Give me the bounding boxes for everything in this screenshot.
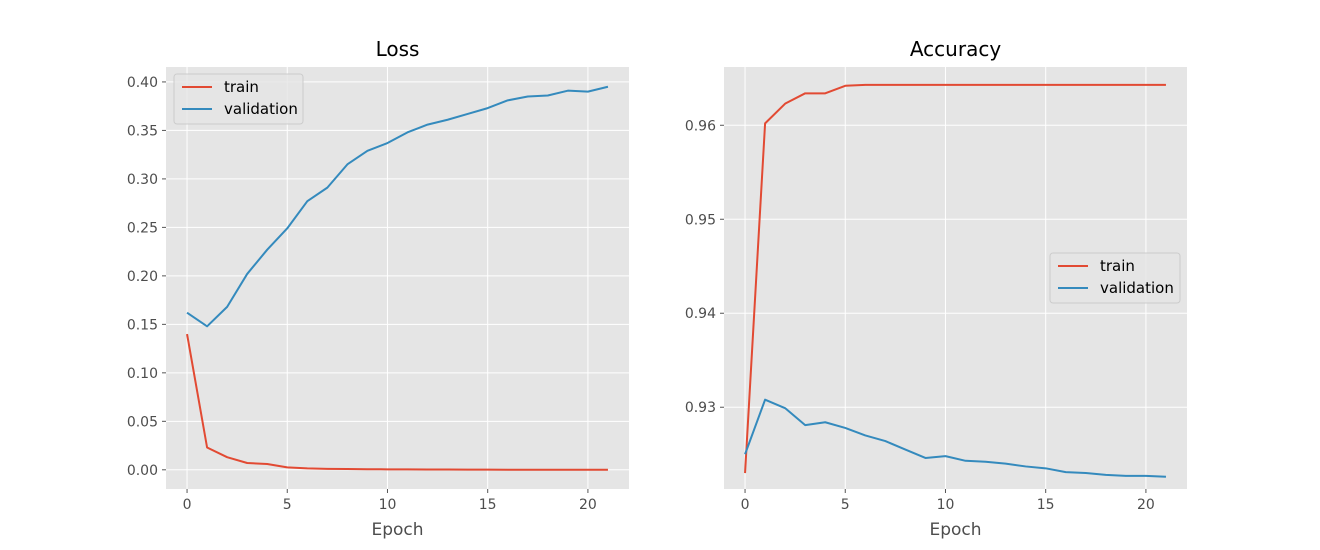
legend-label-validation: validation (224, 100, 298, 118)
y-tick-label: 0.10 (127, 366, 158, 382)
y-tick-label: 0.40 (127, 75, 158, 91)
series-line-validation (186, 85, 609, 328)
x-axis-label: Epoch (371, 520, 423, 540)
x-tick-label: 15 (1037, 497, 1055, 513)
loss-chart: 0 5 10 15 20 0.00 0.05 0.10 0.15 0.20 0.25 0.30 0.35… (127, 37, 629, 540)
x-tick-label: 5 (283, 497, 292, 513)
legend-label-train: train (1100, 257, 1135, 275)
y-tick-label: 0.35 (127, 123, 158, 139)
series-line-train (744, 83, 1166, 474)
chart-title: Accuracy (910, 37, 1001, 61)
chart-title: Loss (376, 37, 420, 61)
series-line-train (186, 333, 608, 471)
y-tick-label: 0.05 (127, 414, 158, 430)
accuracy-chart: 0 5 10 15 20 0.93 0.94 0.95 0.96 Accuracy Epoch tra… (685, 37, 1187, 540)
x-axis-label: Epoch (929, 520, 981, 540)
y-tick-label: 0.93 (685, 400, 716, 416)
legend-label-validation: validation (1100, 279, 1174, 297)
y-tick-label: 0.00 (127, 463, 158, 479)
x-tick-label: 20 (579, 497, 597, 513)
x-tick-label: 20 (1137, 497, 1155, 513)
y-tick-label: 0.25 (127, 220, 158, 236)
y-tick-label: 0.95 (685, 212, 716, 228)
x-tick-label: 10 (379, 497, 397, 513)
x-tick-label: 0 (183, 497, 192, 513)
y-tick-label: 0.20 (127, 269, 158, 285)
legend-label-train: train (224, 78, 259, 96)
x-tick-label: 15 (479, 497, 497, 513)
loss-legend: train validation (173, 73, 304, 125)
x-tick-label: 0 (741, 497, 750, 513)
y-tick-label: 0.94 (685, 306, 716, 322)
x-tick-label: 5 (841, 497, 850, 513)
y-tick-label: 0.15 (127, 317, 158, 333)
y-tick-label: 0.96 (685, 118, 716, 134)
series-line-validation (744, 398, 1166, 478)
y-tick-label: 0.30 (127, 172, 158, 188)
x-tick-label: 10 (937, 497, 955, 513)
accuracy-legend: train validation (1049, 252, 1181, 304)
